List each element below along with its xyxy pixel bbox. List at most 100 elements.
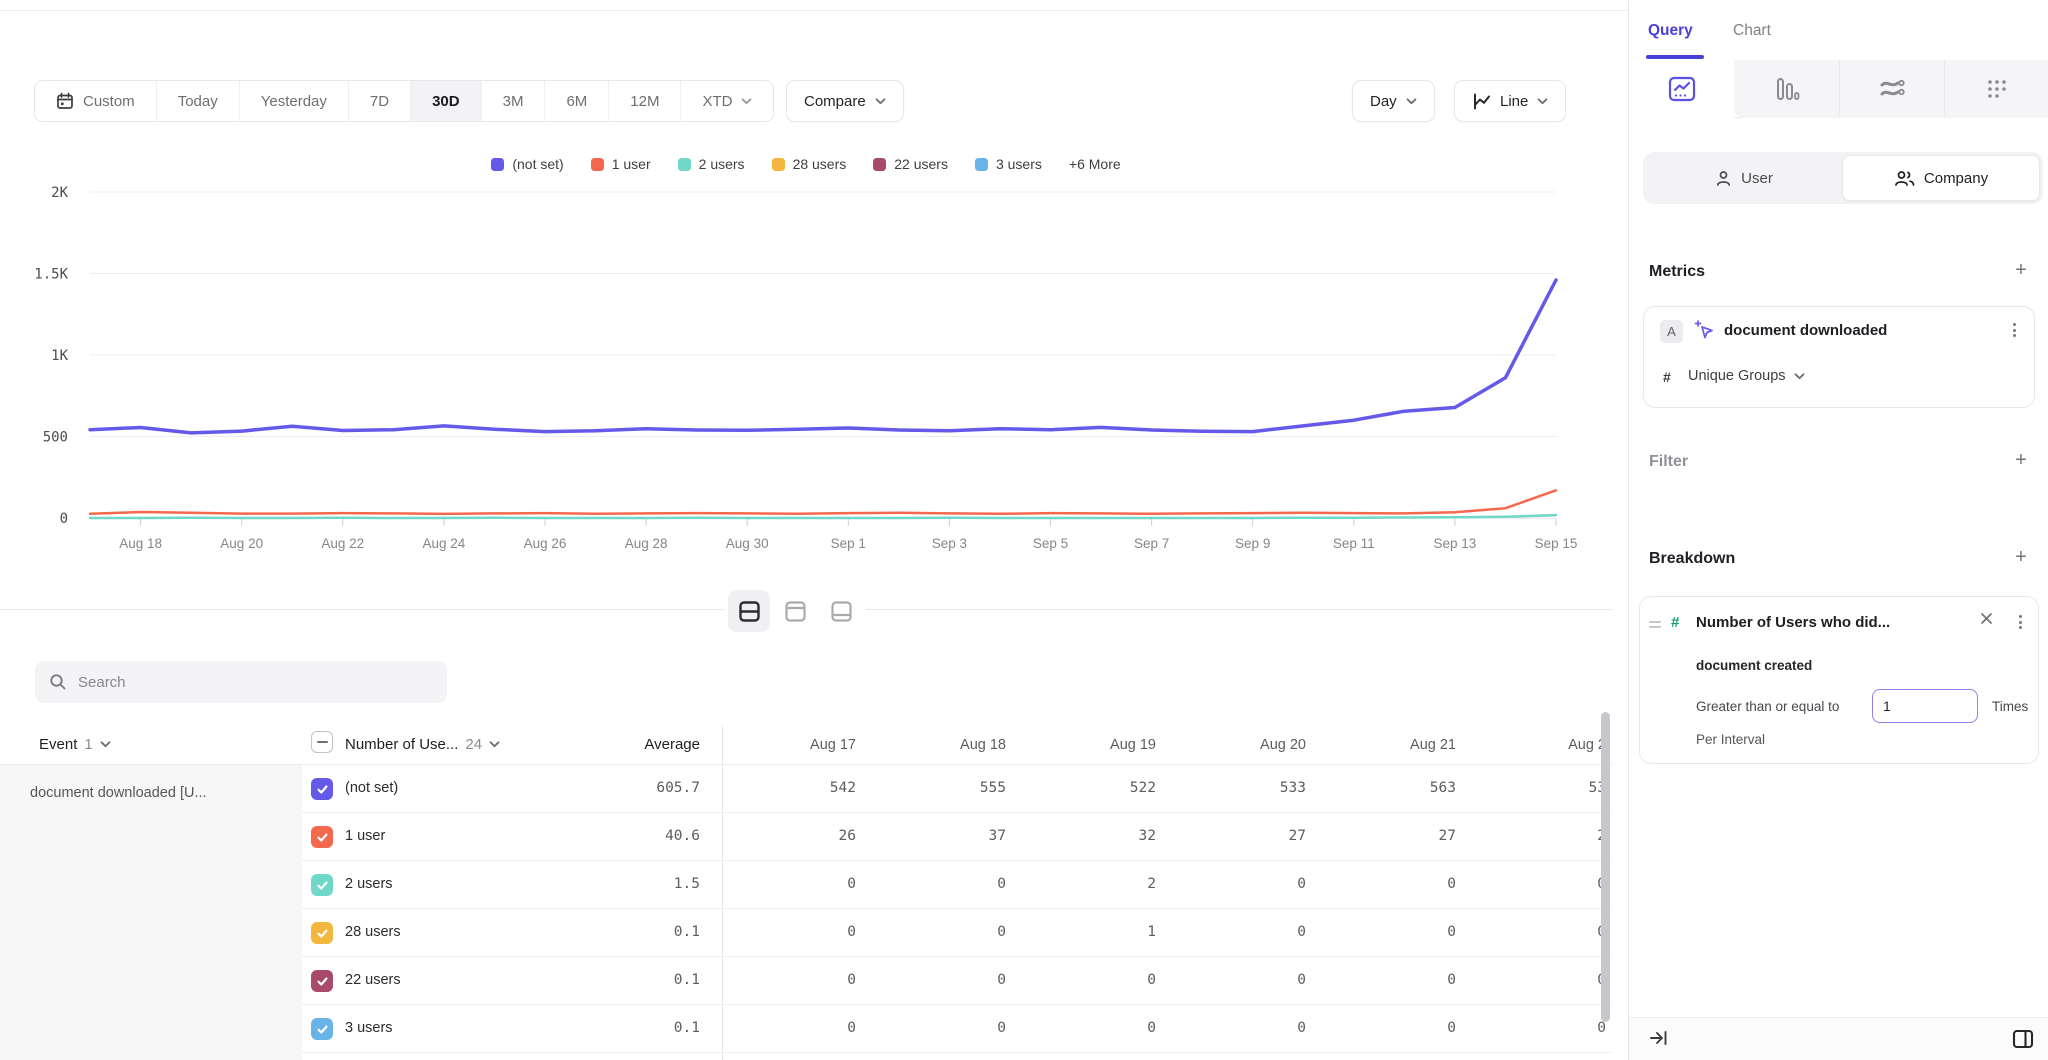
value-cell: 0 <box>1022 972 1172 988</box>
range-label: 12M <box>630 93 659 110</box>
range-label: 30D <box>432 93 460 110</box>
aggregation-dropdown[interactable]: Unique Groups <box>1688 368 1805 384</box>
range-label: Yesterday <box>261 93 327 110</box>
select-all-checkbox[interactable] <box>311 731 333 753</box>
collapse-panel-button[interactable] <box>1649 1028 1669 1053</box>
series-label[interactable]: (not set) <box>345 780 398 796</box>
series-checkbox[interactable] <box>311 826 333 848</box>
range-7d-button[interactable]: 7D <box>349 81 411 121</box>
breakdown-options-button[interactable] <box>2015 611 2026 633</box>
value-cell: 0 <box>872 924 1022 940</box>
remove-breakdown-button[interactable] <box>1979 611 1994 631</box>
tab-chart[interactable]: Chart <box>1733 22 1771 40</box>
range-12m-button[interactable]: 12M <box>609 81 681 121</box>
check-icon <box>316 879 329 892</box>
svg-text:Sep 7: Sep 7 <box>1134 536 1169 551</box>
series-average-value: 0.1 <box>560 1020 700 1036</box>
value-cell: 0 <box>1472 1020 1622 1036</box>
toggle-user[interactable]: User <box>1646 155 1842 201</box>
chart-type-bar-button[interactable] <box>1734 60 1839 118</box>
date-column-header-cell[interactable]: Aug 2 <box>1472 731 1622 759</box>
breakdown-event-name[interactable]: document created <box>1696 658 1812 673</box>
range-label: Today <box>178 93 218 110</box>
metric-name[interactable]: document downloaded <box>1724 322 1887 339</box>
series-checkbox[interactable] <box>311 1018 333 1040</box>
series-count: 24 <box>465 736 482 753</box>
value-cell: 26 <box>722 828 872 844</box>
search-input[interactable] <box>78 674 433 691</box>
series-label[interactable]: 3 users <box>345 1020 393 1036</box>
range-30d-button[interactable]: 30D <box>411 81 482 121</box>
aggregation-symbol: # <box>1663 369 1671 385</box>
series-label[interactable]: 28 users <box>345 924 401 940</box>
value-cell: 542 <box>722 780 872 796</box>
chart-type-flow-button[interactable] <box>1839 60 1944 118</box>
table-row: 3 users0.1000000 <box>0 1005 1612 1053</box>
range-custom-button[interactable]: Custom <box>35 81 157 121</box>
range-xtd-button[interactable]: XTD <box>681 81 773 121</box>
breakdown-condition-label[interactable]: Greater than or equal to <box>1696 699 1839 714</box>
chart-style-label: Line <box>1500 93 1528 110</box>
layout-chart-only-button[interactable] <box>774 590 816 632</box>
breakdown-name[interactable]: Number of Users who did... <box>1696 614 1890 631</box>
event-column-header[interactable]: Event 1 <box>39 736 111 753</box>
drag-handle-icon[interactable] <box>1649 621 1661 628</box>
value-cell: 0 <box>872 1020 1022 1036</box>
toggle-side-panel-button[interactable] <box>2011 1027 2035 1056</box>
range-yesterday-button[interactable]: Yesterday <box>240 81 349 121</box>
range-6m-button[interactable]: 6M <box>545 81 609 121</box>
value-cell: 0 <box>872 876 1022 892</box>
average-column-header[interactable]: Average <box>560 736 700 753</box>
date-column-header-cell[interactable]: Aug 18 <box>872 731 1022 759</box>
series-checkbox[interactable] <box>311 778 333 800</box>
add-filter-button[interactable]: + <box>2009 448 2033 472</box>
per-interval-label[interactable]: Per Interval <box>1696 732 1765 747</box>
times-value-input[interactable] <box>1872 689 1978 723</box>
svg-text:Aug 28: Aug 28 <box>625 536 668 551</box>
toggle-company[interactable]: Company <box>1842 155 2040 201</box>
series-label[interactable]: 22 users <box>345 972 401 988</box>
compare-label: Compare <box>804 93 866 110</box>
add-breakdown-button[interactable]: + <box>2009 545 2033 569</box>
times-unit-label: Times <box>1992 699 2028 714</box>
series-values: 002000 <box>722 876 1622 892</box>
compare-button[interactable]: Compare <box>786 80 904 122</box>
svg-text:500: 500 <box>43 430 68 446</box>
layout-split-view-button[interactable] <box>728 590 770 632</box>
layout-table-only-button[interactable] <box>820 590 862 632</box>
series-checkbox[interactable] <box>311 970 333 992</box>
add-metric-button[interactable]: + <box>2009 258 2033 282</box>
date-column-header-cell[interactable]: Aug 17 <box>722 731 872 759</box>
chevron-down-icon <box>875 98 886 105</box>
magic-event-icon <box>1693 319 1715 346</box>
interval-dropdown[interactable]: Day <box>1352 80 1435 122</box>
date-column-header-cell[interactable]: Aug 21 <box>1322 731 1472 759</box>
split-pane-icon <box>2011 1027 2035 1051</box>
series-checkbox[interactable] <box>311 874 333 896</box>
value-cell: 2 <box>1022 876 1172 892</box>
series-label[interactable]: 2 users <box>345 876 393 892</box>
chart-type-line-button[interactable] <box>1629 60 1734 118</box>
series-label[interactable]: 1 user <box>345 828 385 844</box>
value-cell: 0 <box>872 972 1022 988</box>
table-row: 1 user40.626373227272 <box>0 813 1612 861</box>
value-cell: 1 <box>1022 924 1172 940</box>
collapse-right-icon <box>1649 1028 1669 1048</box>
series-column-header[interactable]: Number of Use... 24 <box>345 736 500 753</box>
check-icon <box>316 831 329 844</box>
series-checkbox[interactable] <box>311 922 333 944</box>
range-3m-button[interactable]: 3M <box>482 81 546 121</box>
breakdown-card[interactable]: # Number of Users who did... document cr… <box>1639 596 2039 764</box>
tab-query[interactable]: Query <box>1648 22 1693 40</box>
metric-options-button[interactable] <box>2009 319 2020 341</box>
line-chart[interactable]: 05001K1.5K2KAug 18Aug 20Aug 22Aug 24Aug … <box>0 170 1612 570</box>
metric-card[interactable]: A document downloaded # Unique Groups <box>1643 306 2035 408</box>
chart-type-more-button[interactable] <box>1944 60 2048 118</box>
date-column-header-cell[interactable]: Aug 20 <box>1172 731 1322 759</box>
table-row: 28 users0.1001000 <box>0 909 1612 957</box>
table-only-icon <box>830 600 853 623</box>
chart-style-dropdown[interactable]: Line <box>1454 80 1566 122</box>
range-today-button[interactable]: Today <box>157 81 240 121</box>
vertical-scrollbar[interactable] <box>1601 712 1610 1022</box>
date-column-header-cell[interactable]: Aug 19 <box>1022 731 1172 759</box>
